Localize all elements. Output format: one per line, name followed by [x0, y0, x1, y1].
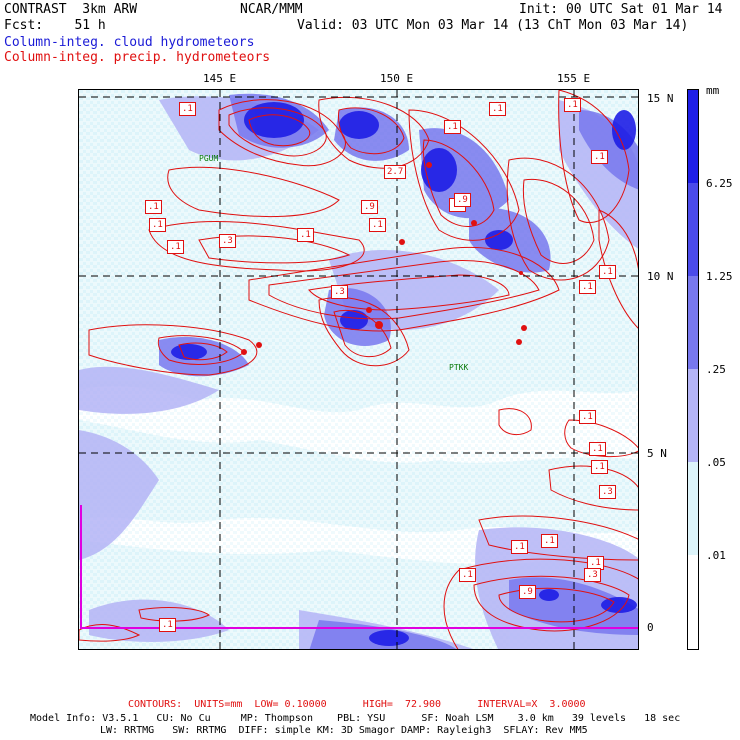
precip-contours: [79, 90, 638, 649]
colorbar-label-1-25: 1.25: [706, 270, 733, 283]
colorbar-unit: mm: [706, 84, 720, 97]
contour-label: .1: [179, 102, 196, 116]
contour-label: .1: [591, 150, 608, 164]
colorbar: [687, 89, 699, 650]
valid-time: Valid: 03 UTC Mon 03 Mar 14 (13 ChT Mon …: [297, 18, 689, 33]
contour-label: .1: [564, 98, 581, 112]
contour-label: .3: [331, 285, 348, 299]
contour-label: .1: [511, 540, 528, 554]
station-ptkk[interactable]: PTKK: [449, 363, 469, 372]
contour-info: CONTOURS: UNITS=mm LOW= 0.10000 HIGH= 72…: [128, 699, 586, 710]
legend-cloud: Column-integ. cloud hydrometeors: [4, 35, 255, 50]
contour-label: .1: [589, 442, 606, 456]
contour-label: .3: [599, 485, 616, 499]
map-panel[interactable]: .1.1.1.1.1.1.1.1.1.1.1.1.1.1.1.1.1.1.1.1…: [78, 89, 639, 650]
contour-label: .1: [579, 280, 596, 294]
contour-label: .1: [459, 568, 476, 582]
lat-label-0: 0: [647, 621, 654, 634]
contour-label: .1: [297, 228, 314, 242]
contour-label: .1: [591, 460, 608, 474]
domain-boundary: [80, 505, 638, 629]
colorbar-label-0-25: .25: [706, 363, 726, 376]
map-svg: [79, 90, 638, 649]
station-pgum[interactable]: PGUM: [199, 154, 219, 163]
colorbar-band-3: [688, 276, 698, 369]
colorbar-label-0-05: .05: [706, 456, 726, 469]
lon-label-155: 155 E: [557, 72, 591, 85]
contour-label: .1: [149, 218, 166, 232]
lat-label-10n: 10 N: [647, 270, 674, 283]
colorbar-label-0-01: .01: [706, 549, 726, 562]
contour-label: 2.7: [384, 165, 407, 179]
model-title: CONTRAST 3km ARW: [4, 2, 138, 17]
colorbar-band-2: [688, 183, 698, 276]
contour-label: .1: [599, 265, 616, 279]
init-time: Init: 00 UTC Sat 01 Mar 14: [519, 2, 723, 17]
contour-label: .1: [145, 200, 162, 214]
colorbar-label-6-25: 6.25: [706, 177, 733, 190]
colorbar-band-5: [688, 462, 698, 555]
contour-label: .3: [219, 234, 236, 248]
lon-label-145: 145 E: [203, 72, 237, 85]
colorbar-band-4: [688, 369, 698, 462]
colorbar-band-6: [688, 555, 698, 649]
contour-label: .1: [167, 240, 184, 254]
forecast-hour: Fcst: 51 h: [4, 18, 106, 33]
precip-cores: [241, 162, 527, 355]
model-info-line2: LW: RRTMG SW: RRTMG DIFF: simple KM: 3D …: [100, 725, 588, 736]
contour-label: .9: [361, 200, 378, 214]
contour-label: .1: [444, 120, 461, 134]
lat-label-15n: 15 N: [647, 92, 674, 105]
cloud-field-dark: [171, 102, 637, 646]
legend-precip: Column-integ. precip. hydrometeors: [4, 50, 271, 65]
lat-lon-grid: [79, 90, 638, 649]
model-info-line1: Model Info: V3.5.1 CU: No Cu MP: Thompso…: [30, 713, 681, 724]
lat-label-5n: 5 N: [647, 447, 667, 460]
contour-label: .1: [579, 410, 596, 424]
lon-label-150: 150 E: [380, 72, 414, 85]
institution-label: NCAR/MMM: [240, 2, 303, 17]
contour-label: .9: [454, 193, 471, 207]
contour-label: .3: [584, 568, 601, 582]
contour-label: .1: [541, 534, 558, 548]
contour-label: .9: [519, 585, 536, 599]
contour-label: .1: [159, 618, 176, 632]
colorbar-band-1: [688, 90, 698, 183]
contour-label: .1: [369, 218, 386, 232]
contour-label: .1: [489, 102, 506, 116]
